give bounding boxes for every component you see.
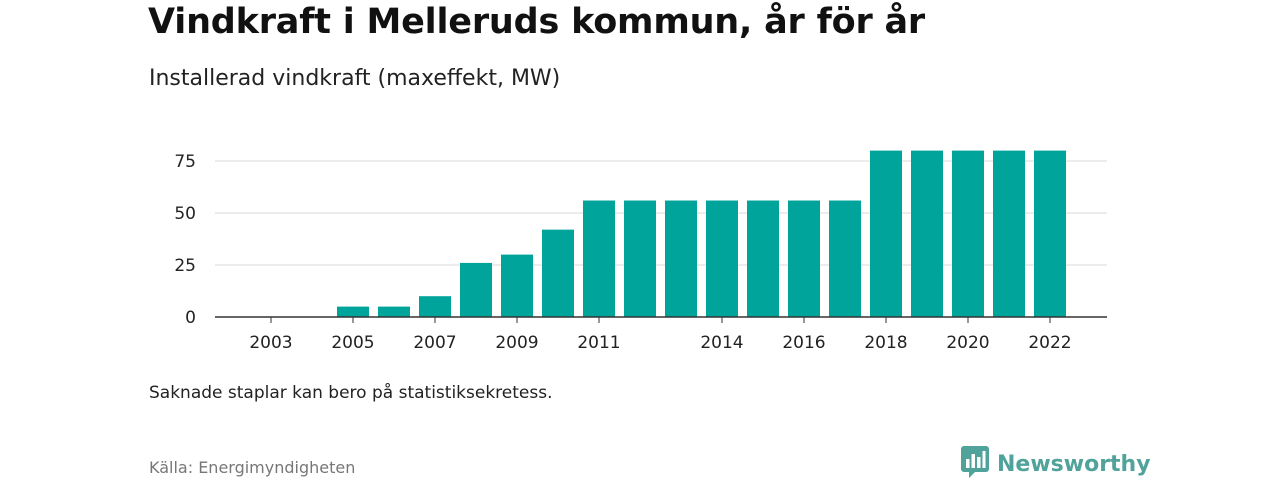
bar-2015[interactable] — [747, 200, 779, 317]
y-tick-label: 0 — [185, 308, 196, 328]
bar-2007[interactable] — [419, 296, 451, 317]
bar-2008[interactable] — [460, 262, 492, 317]
bar-2012[interactable] — [624, 200, 656, 317]
y-tick-label: 50 — [174, 204, 196, 224]
bar-2009[interactable] — [501, 254, 533, 317]
bar-2016[interactable] — [788, 200, 820, 317]
x-tick-label: 2018 — [864, 333, 907, 353]
bar-2013[interactable] — [665, 200, 697, 317]
brand-logo[interactable]: Newsworthy — [961, 446, 1151, 482]
x-tick-label: 2020 — [946, 333, 989, 353]
footnote: Saknade staplar kan bero på statistiksek… — [149, 383, 553, 403]
y-tick-label: 25 — [174, 256, 196, 276]
bar-2020[interactable] — [952, 150, 984, 317]
chart-title: Vindkraft i Melleruds kommun, år för år — [148, 2, 925, 42]
bar-2006[interactable] — [378, 306, 410, 317]
x-tick-label: 2022 — [1028, 333, 1071, 353]
bar-2011[interactable] — [583, 200, 615, 317]
chart-subtitle: Installerad vindkraft (maxeffekt, MW) — [149, 66, 561, 91]
bar-2014[interactable] — [706, 200, 738, 317]
bars — [337, 150, 1066, 317]
bar-chart-logo-icon — [961, 446, 989, 482]
bar-2021[interactable] — [993, 150, 1025, 317]
bar-chart: 0 25 50 75 2003 2005 2007 2009 2011 2014 2016 2018… — [174, 150, 1107, 353]
x-tick-label: 2007 — [413, 333, 456, 353]
x-tick-label: 2005 — [331, 333, 374, 353]
x-tick-label: 2014 — [700, 333, 743, 353]
bar-2022[interactable] — [1034, 150, 1066, 317]
brand-name: Newsworthy — [997, 451, 1151, 477]
y-axis-labels: 0 25 50 75 — [174, 152, 196, 328]
bar-2018[interactable] — [870, 150, 902, 317]
x-tick-label: 2016 — [782, 333, 825, 353]
source-label: Källa: Energimyndigheten — [149, 458, 356, 477]
bar-2005[interactable] — [337, 306, 369, 317]
x-axis-labels: 2003 2005 2007 2009 2011 2014 2016 2018 2020 2022 — [249, 317, 1072, 353]
x-tick-label: 2003 — [249, 333, 292, 353]
bar-2017[interactable] — [829, 200, 861, 317]
bar-2010[interactable] — [542, 229, 574, 317]
y-tick-label: 75 — [174, 152, 196, 172]
x-tick-label: 2011 — [577, 333, 620, 353]
bar-2019[interactable] — [911, 150, 943, 317]
x-tick-label: 2009 — [495, 333, 538, 353]
